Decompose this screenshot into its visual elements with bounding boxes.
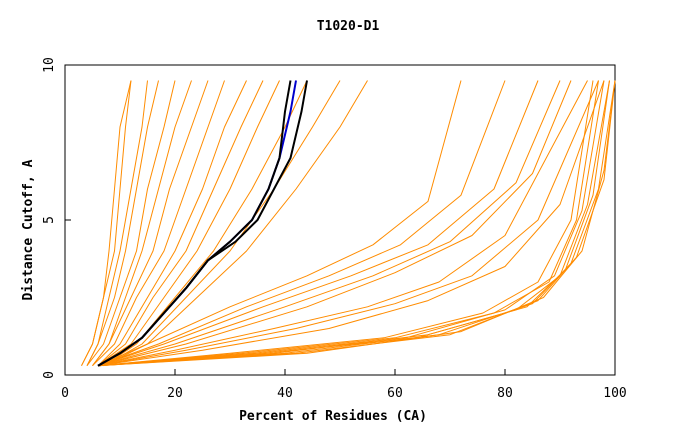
chart-title: T1020-D1 [317,19,380,34]
series-line-orange-29 [97,80,616,367]
series-line-orange-16 [97,80,539,367]
series-line-orange-20 [97,80,599,367]
series-line-blue-30 [97,80,297,367]
series-line-orange-24 [97,80,605,367]
series-line-orange-14 [97,80,462,367]
series-line-orange-13 [103,80,368,367]
x-tick-label: 40 [277,386,293,401]
x-tick-label: 80 [497,386,513,401]
series-line-orange-6 [92,80,209,367]
y-tick-label: 0 [42,371,57,379]
series-line-orange-3 [86,80,159,366]
x-axis-title: Percent of Residues (CA) [239,409,427,424]
series-line-orange-8 [97,80,247,367]
x-tick-label: 60 [387,386,403,401]
series-line-orange-25 [97,80,610,367]
x-tick-label: 20 [167,386,183,401]
series-line-orange-27 [97,80,616,367]
series-line-orange-9 [97,80,264,367]
series-layer [81,80,616,367]
x-tick-label: 100 [603,386,626,401]
y-tick-label: 5 [42,216,57,224]
series-line-orange-12 [103,80,341,367]
series-line-black-32 [97,80,308,367]
plot-frame [64,64,616,376]
series-line-orange-19 [97,80,588,367]
series-line-orange-26 [97,80,610,367]
series-line-orange-1 [81,80,132,366]
series-line-orange-28 [97,80,616,367]
series-line-orange-17 [97,80,561,367]
series-line-orange-21 [97,80,605,367]
series-line-orange-10 [97,80,280,367]
tick-layer: 0 20 40 60 80 100 0 5 10 [42,57,627,401]
series-line-orange-4 [86,80,176,367]
series-line-orange-22 [97,80,594,367]
series-line-orange-15 [97,80,506,367]
series-line-orange-11 [103,80,308,367]
series-line-orange-7 [92,80,225,367]
x-tick-label: 0 [61,386,69,401]
y-axis-title: Distance Cutoff, A [21,159,36,300]
series-line-orange-18 [97,80,572,367]
y-tick-label: 10 [42,57,57,73]
series-line-orange-0 [81,80,132,366]
